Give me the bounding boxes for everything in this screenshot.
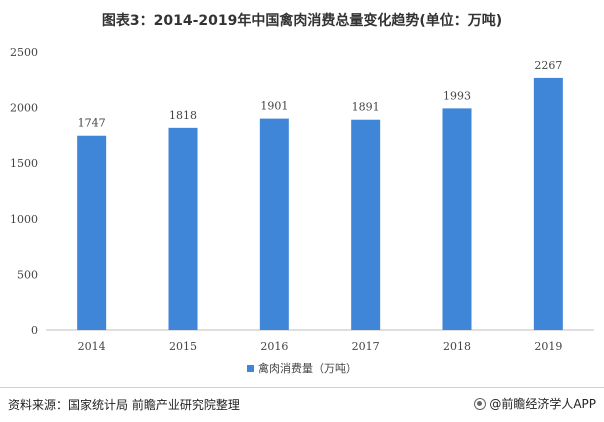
- bar-2016: [259, 118, 289, 331]
- y-tick-label: 2000: [10, 102, 38, 115]
- chart-title: 图表3：2014-2019年中国禽肉消费总量变化趋势(单位：万吨): [101, 13, 503, 29]
- bar-2017: [351, 119, 381, 331]
- brand-icon: [474, 397, 487, 410]
- y-tick-label: 2500: [10, 46, 38, 59]
- credit-note: @前瞻经济学人APP: [474, 395, 596, 412]
- y-tick-label: 500: [17, 268, 38, 281]
- y-tick-label: 1500: [10, 157, 38, 170]
- data-label-2018: 1993: [443, 89, 471, 102]
- credit-text: @前瞻经济学人APP: [489, 397, 596, 411]
- x-tick-label-2018: 2018: [443, 340, 471, 353]
- source-note: 资料来源：国家统计局 前瞻产业研究院整理: [8, 398, 240, 412]
- bar-2015: [168, 127, 198, 330]
- data-label-2014: 1747: [78, 117, 106, 130]
- legend-label: 禽肉消费量（万吨）: [258, 361, 357, 375]
- y-tick-label: 1000: [10, 213, 38, 226]
- bar-2018: [442, 108, 472, 330]
- data-label-2019: 2267: [534, 59, 562, 72]
- footer-divider: [0, 387, 604, 388]
- x-tick-label-2015: 2015: [169, 340, 197, 353]
- x-tick-label-2016: 2016: [260, 340, 288, 353]
- legend-swatch: [247, 365, 254, 372]
- x-tick-label-2014: 2014: [78, 340, 106, 353]
- y-tick-label: 0: [31, 324, 38, 337]
- bar-2019: [533, 77, 563, 330]
- data-label-2017: 1891: [352, 101, 380, 114]
- bar-2014: [77, 135, 107, 330]
- x-tick-label-2019: 2019: [534, 340, 562, 353]
- data-label-2015: 1818: [169, 109, 197, 122]
- x-tick-label-2017: 2017: [352, 340, 380, 353]
- data-label-2016: 1901: [260, 100, 288, 113]
